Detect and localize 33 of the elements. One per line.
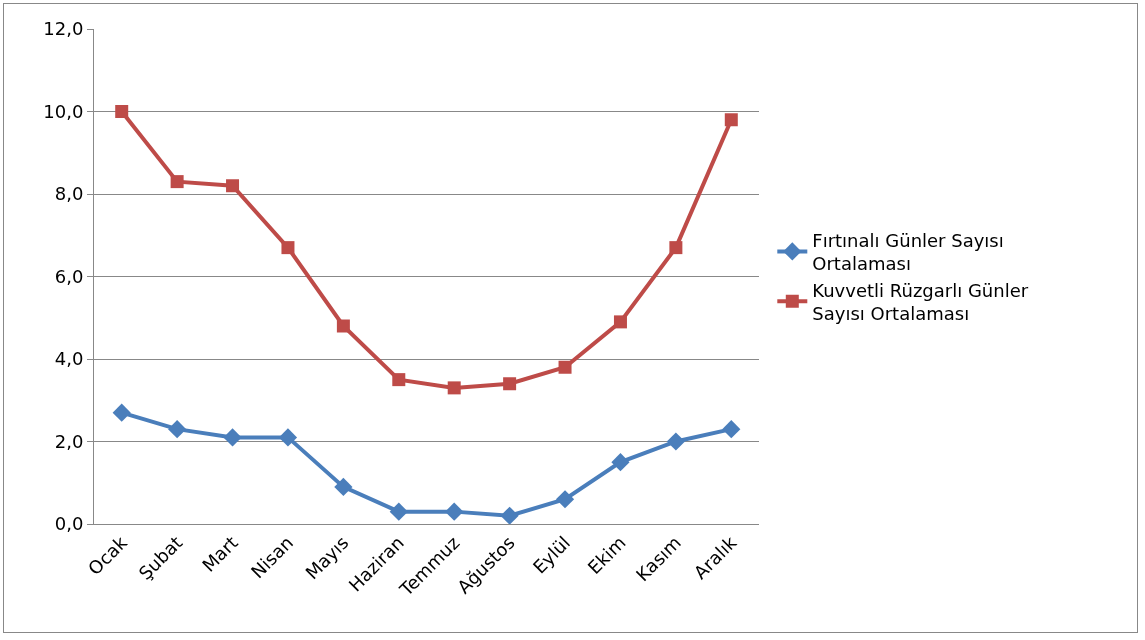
point xyxy=(613,315,627,329)
y-tick-label: 6,0 xyxy=(54,265,84,287)
point xyxy=(226,179,240,193)
point xyxy=(500,506,519,525)
point xyxy=(168,420,187,439)
point xyxy=(724,113,738,127)
y-tick-label: 12,0 xyxy=(43,18,84,40)
point xyxy=(447,381,461,395)
point xyxy=(223,428,242,447)
point xyxy=(611,453,630,472)
point xyxy=(389,502,408,521)
point xyxy=(334,477,353,496)
point xyxy=(392,373,406,387)
point xyxy=(278,428,298,447)
point xyxy=(281,241,295,255)
legend-label: Fırtınalı Günler Sayısı Ortalaması xyxy=(812,229,1004,275)
y-tick-label: 8,0 xyxy=(54,183,84,205)
point xyxy=(115,105,129,118)
y-tick-label: 10,0 xyxy=(43,100,84,122)
point xyxy=(170,175,184,189)
point xyxy=(555,490,575,509)
y-tick-label: 4,0 xyxy=(54,348,84,370)
point xyxy=(722,420,741,439)
point xyxy=(666,432,685,451)
point xyxy=(112,403,131,422)
point xyxy=(669,241,683,255)
point xyxy=(558,360,572,374)
y-tick-label: 0,0 xyxy=(54,513,84,535)
point xyxy=(445,502,464,521)
point xyxy=(503,377,517,391)
legend-label: Kuvvetli Rüzgarlı Günler Sayısı Ortalaması xyxy=(812,279,1029,324)
point xyxy=(336,319,350,333)
y-tick-label: 2,0 xyxy=(54,430,84,452)
